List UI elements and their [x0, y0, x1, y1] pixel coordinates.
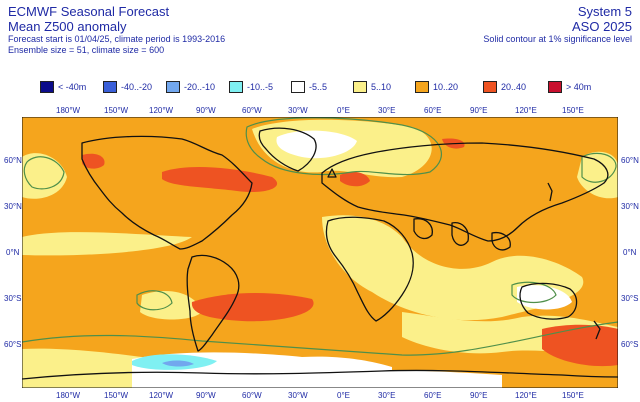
header-left: ECMWF Seasonal Forecast Mean Z500 anomal… — [8, 4, 225, 56]
x-tick-top: 30°W — [288, 106, 308, 115]
y-tick-right: 30°N — [621, 202, 639, 211]
color-legend: < -40m -40..-20 -20..-10 -10..-5 -5..5 5… — [40, 80, 640, 98]
legend-item: 10..20 — [415, 80, 458, 94]
legend-swatch — [229, 81, 243, 93]
title: ECMWF Seasonal Forecast — [8, 4, 170, 19]
y-tick-left: 0°N — [6, 248, 20, 257]
anomaly-map — [21, 116, 619, 389]
y-tick-right: 60°S — [621, 340, 639, 349]
legend-item: < -40m — [40, 80, 86, 94]
x-tick-bottom: 90°W — [196, 391, 216, 400]
forecast-info-line1: Forecast start is 01/04/25, climate peri… — [8, 34, 226, 44]
legend-swatch — [291, 81, 305, 93]
legend-swatch — [548, 81, 562, 93]
legend-label: 5..10 — [371, 82, 392, 92]
x-tick-top: 60°E — [424, 106, 442, 115]
x-tick-bottom: 150°W — [104, 391, 129, 400]
y-tick-left: 60°S — [4, 340, 22, 349]
x-tick-bottom: 120°W — [149, 391, 174, 400]
y-tick-right: 60°N — [621, 156, 639, 165]
significance-contours — [21, 117, 619, 356]
legend-swatch — [483, 81, 497, 93]
legend-item: 5..10 — [353, 80, 391, 94]
x-tick-top: 180°W — [56, 106, 81, 115]
x-tick-top: 150°W — [104, 106, 129, 115]
anomaly-negative-blue — [162, 360, 194, 367]
x-tick-bottom: 180°W — [56, 391, 81, 400]
y-tick-right: 0°N — [623, 248, 637, 257]
x-tick-top: 30°E — [378, 106, 396, 115]
y-tick-right: 30°S — [621, 294, 639, 303]
legend-label: -40..-20 — [121, 82, 153, 92]
legend-label: 20..40 — [501, 82, 527, 92]
legend-label: -20..-10 — [184, 82, 216, 92]
x-tick-top: 60°W — [242, 106, 262, 115]
legend-item: -20..-10 — [166, 80, 215, 94]
legend-swatch — [40, 81, 54, 93]
x-tick-top: 0°E — [337, 106, 350, 115]
x-tick-bottom: 60°E — [424, 391, 442, 400]
forecast-info-line2: Ensemble size = 51, climate size = 600 — [8, 45, 165, 55]
legend-item: -5..5 — [291, 80, 327, 94]
x-tick-top: 150°E — [562, 106, 584, 115]
system-label: System 5 — [577, 4, 632, 19]
x-tick-top: 90°W — [196, 106, 216, 115]
coastlines — [21, 127, 619, 380]
legend-label: > 40m — [566, 82, 592, 92]
x-tick-bottom: 0°E — [337, 391, 350, 400]
anomaly-near-zero — [132, 130, 572, 388]
map-svg — [21, 116, 619, 389]
anomaly-20-40 — [82, 138, 618, 367]
x-tick-bottom: 90°E — [470, 391, 488, 400]
legend-item: -40..-20 — [103, 80, 152, 94]
legend-label: 10..20 — [433, 82, 459, 92]
legend-item: -10..-5 — [229, 80, 273, 94]
season-label: ASO 2025 — [572, 19, 632, 34]
x-tick-bottom: 30°E — [378, 391, 396, 400]
x-tick-bottom: 150°E — [562, 391, 584, 400]
y-tick-left: 30°N — [4, 202, 22, 211]
subtitle: Mean Z500 anomaly — [8, 19, 127, 34]
y-tick-left: 30°S — [4, 294, 22, 303]
legend-swatch — [353, 81, 367, 93]
header-right: System 5 ASO 2025 Solid contour at 1% si… — [483, 4, 632, 45]
legend-label: -5..5 — [309, 82, 328, 92]
legend-label: -10..-5 — [247, 82, 274, 92]
x-tick-bottom: 30°W — [288, 391, 308, 400]
x-tick-top: 120°W — [149, 106, 174, 115]
x-tick-bottom: 120°E — [515, 391, 537, 400]
y-tick-left: 60°N — [4, 156, 22, 165]
legend-swatch — [103, 81, 117, 93]
legend-swatch — [166, 81, 180, 93]
x-tick-top: 120°E — [515, 106, 537, 115]
legend-item: > 40m — [548, 80, 591, 94]
x-tick-bottom: 60°W — [242, 391, 262, 400]
legend-swatch — [415, 81, 429, 93]
legend-label: < -40m — [58, 82, 87, 92]
legend-item: 20..40 — [483, 80, 526, 94]
x-tick-top: 90°E — [470, 106, 488, 115]
significance-note: Solid contour at 1% significance level — [483, 34, 632, 44]
